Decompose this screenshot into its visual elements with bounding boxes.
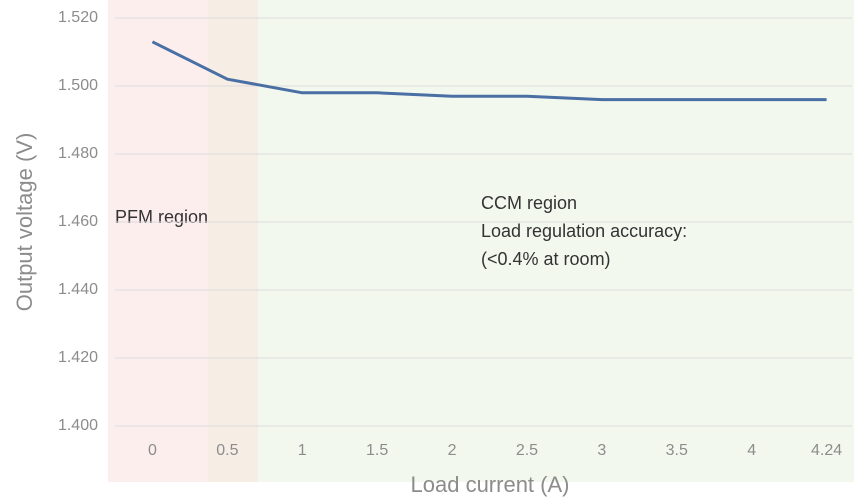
x-tick-label: 1 <box>298 442 307 459</box>
x-tick-label: 0.5 <box>216 442 238 459</box>
x-tick-label: 4 <box>747 442 756 459</box>
x-tick-label: 4.24 <box>811 442 842 459</box>
x-tick-label: 3 <box>597 442 606 459</box>
annotation: CCM region <box>481 193 577 213</box>
y-tick-label: 1.460 <box>58 213 98 230</box>
annotation: Load regulation accuracy: <box>481 221 687 241</box>
y-tick-label: 1.400 <box>58 417 98 434</box>
x-axis-label: Load current (A) <box>411 472 570 497</box>
y-tick-label: 1.520 <box>58 9 98 26</box>
y-tick-label: 1.500 <box>58 77 98 94</box>
y-tick-label: 1.440 <box>58 281 98 298</box>
x-tick-label: 3.5 <box>666 442 688 459</box>
annotation: (<0.4% at room) <box>481 249 611 269</box>
y-tick-label: 1.420 <box>58 349 98 366</box>
data-line <box>151 40 827 102</box>
x-tick-label: 2.5 <box>516 442 538 459</box>
annotation: PFM region <box>115 207 208 227</box>
x-tick-label: 1.5 <box>366 442 388 459</box>
ccm-region-shade <box>208 0 854 482</box>
y-axis-label: Output voltage (V) <box>12 133 37 312</box>
y-tick-label: 1.480 <box>58 145 98 162</box>
x-tick-label: 2 <box>448 442 457 459</box>
x-tick-label: 0 <box>148 442 157 459</box>
